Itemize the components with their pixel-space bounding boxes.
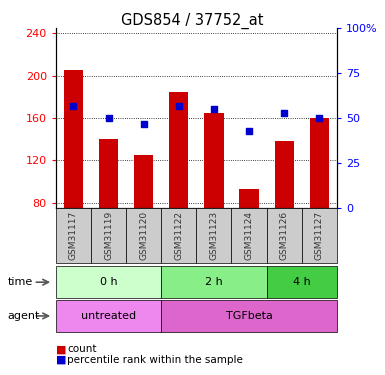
Bar bbox=[64, 70, 83, 288]
Text: agent: agent bbox=[8, 311, 40, 321]
Bar bbox=[134, 155, 153, 288]
Text: TGFbeta: TGFbeta bbox=[226, 311, 273, 321]
Bar bbox=[310, 118, 329, 288]
Text: GSM31120: GSM31120 bbox=[139, 211, 148, 260]
Text: count: count bbox=[67, 345, 97, 354]
Text: untreated: untreated bbox=[81, 311, 136, 321]
Point bbox=[105, 115, 112, 121]
Text: GSM31126: GSM31126 bbox=[280, 211, 289, 260]
Text: GSM31119: GSM31119 bbox=[104, 211, 113, 260]
Text: GSM31124: GSM31124 bbox=[244, 211, 254, 260]
Bar bbox=[99, 139, 118, 288]
Point bbox=[141, 120, 147, 126]
Point bbox=[70, 102, 77, 108]
Bar bbox=[204, 113, 224, 288]
Text: ■: ■ bbox=[56, 355, 66, 365]
Text: 2 h: 2 h bbox=[205, 277, 223, 287]
Point bbox=[281, 110, 287, 116]
Text: 0 h: 0 h bbox=[100, 277, 117, 287]
Bar bbox=[275, 141, 294, 288]
Text: ■: ■ bbox=[56, 345, 66, 354]
Point bbox=[246, 128, 252, 134]
Text: GSM31122: GSM31122 bbox=[174, 211, 183, 260]
Bar bbox=[169, 92, 188, 288]
Text: time: time bbox=[8, 277, 33, 287]
Point bbox=[176, 102, 182, 108]
Text: GDS854 / 37752_at: GDS854 / 37752_at bbox=[121, 13, 264, 29]
Text: 4 h: 4 h bbox=[293, 277, 311, 287]
Text: GSM31117: GSM31117 bbox=[69, 211, 78, 260]
Point bbox=[211, 106, 217, 112]
Bar bbox=[239, 189, 259, 288]
Text: GSM31123: GSM31123 bbox=[209, 211, 218, 260]
Text: percentile rank within the sample: percentile rank within the sample bbox=[67, 355, 243, 365]
Text: GSM31127: GSM31127 bbox=[315, 211, 324, 260]
Point bbox=[316, 115, 322, 121]
